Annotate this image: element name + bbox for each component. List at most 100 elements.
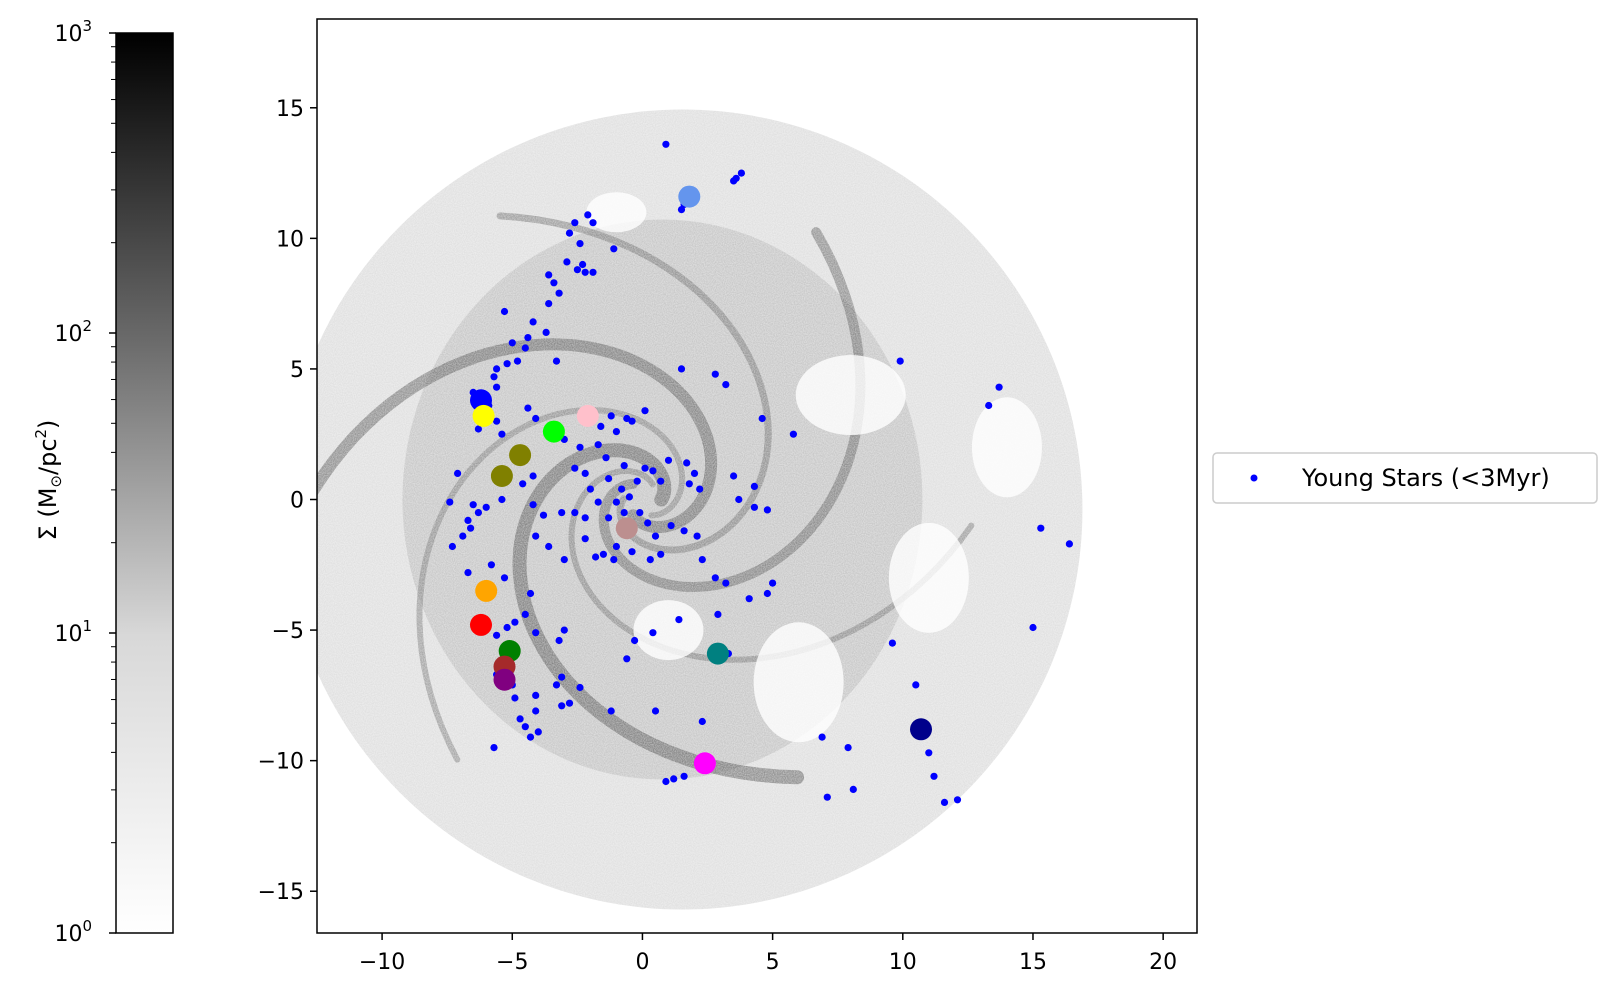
legend-label-young-stars: Young Stars (<3Myr) (1301, 464, 1550, 492)
young-star-point (680, 772, 688, 780)
young-star-point (940, 798, 949, 807)
legend: Young Stars (<3Myr) (1212, 452, 1598, 504)
young-star-point (550, 279, 558, 287)
young-star-point (641, 464, 649, 472)
young-star-point (677, 365, 686, 373)
young-star-point (571, 464, 579, 472)
young-star-point (498, 430, 506, 438)
young-star-point (454, 469, 462, 477)
colorbar-tick-label: 100 (54, 917, 92, 947)
young-star-point (545, 300, 553, 308)
young-star-point (1037, 524, 1045, 532)
cluster-marker (493, 668, 516, 691)
young-star-point (594, 441, 602, 449)
young-star-point (576, 443, 584, 451)
young-star-point (576, 683, 584, 692)
young-star-point (818, 733, 826, 741)
young-star-point (623, 655, 631, 663)
young-star-point (532, 707, 540, 715)
young-star-point (464, 569, 472, 577)
young-star-point (526, 589, 535, 598)
young-star-point (612, 498, 621, 506)
young-star-point (459, 532, 467, 540)
young-star-point (633, 477, 641, 485)
young-star-point (620, 508, 628, 517)
young-star-point (670, 775, 678, 783)
young-star-point (545, 542, 553, 551)
young-star-point (618, 485, 626, 493)
young-star-point (500, 574, 509, 582)
young-star-point (625, 493, 634, 501)
young-star-point (722, 579, 730, 587)
young-star-point (594, 498, 602, 506)
young-star-point (610, 245, 618, 253)
young-star-point (552, 681, 561, 689)
young-star-point (571, 219, 579, 227)
young-star-point (685, 480, 693, 488)
young-star-point (584, 211, 592, 219)
x-axis: −10 −5 0 5 10 15 20 (359, 933, 1177, 975)
young-star-point (620, 462, 628, 470)
x-tick-label: 10 (889, 950, 917, 975)
young-star-point (552, 357, 561, 365)
young-star-point (586, 485, 595, 493)
young-star-point (539, 511, 548, 519)
young-star-point (532, 414, 540, 423)
young-star-point (474, 508, 482, 517)
young-star-point (493, 365, 501, 373)
young-star-point (737, 169, 746, 177)
young-star-point (612, 542, 621, 551)
young-star-point (482, 503, 490, 511)
young-star-point (581, 514, 589, 522)
young-star-point (571, 508, 579, 517)
young-star-point (607, 707, 615, 715)
x-tick-label: 5 (766, 950, 780, 975)
young-star-point (581, 535, 589, 543)
y-tick-label: −10 (258, 750, 304, 775)
plot-area: −10 −5 0 5 10 15 20 −15 −10 −5 0 5 10 15 (258, 18, 1198, 975)
cluster-marker (509, 444, 532, 467)
young-star-point (657, 550, 665, 558)
young-star-point (560, 626, 568, 634)
young-star-point (646, 556, 654, 564)
young-star-point (464, 516, 472, 525)
young-star-point (711, 370, 719, 378)
young-star-point (722, 381, 730, 389)
young-star-point (511, 694, 519, 702)
young-star-point (581, 268, 589, 276)
young-star-point (508, 339, 516, 347)
young-star-point (789, 430, 798, 438)
young-star-point (565, 229, 574, 237)
young-star-point (698, 556, 706, 564)
young-star-point (714, 610, 722, 619)
young-star-point (769, 579, 777, 587)
young-star-point (521, 344, 529, 352)
young-star-point (558, 673, 566, 681)
young-star-point (930, 772, 938, 780)
young-star-point (711, 574, 719, 582)
young-star-point (649, 629, 657, 637)
y-tick-label: −15 (258, 880, 304, 905)
colorbar-label: Σ (M⊙/pc2) (32, 420, 65, 541)
young-star-point (529, 472, 537, 480)
young-star-point (667, 522, 675, 530)
young-star-point (750, 482, 759, 490)
young-star-point (493, 631, 501, 639)
young-star-point (599, 550, 608, 558)
young-star-point (516, 715, 524, 723)
young-star-point (735, 495, 743, 504)
y-tick-label: 15 (276, 97, 304, 122)
young-star-point (649, 467, 657, 475)
colorbar-tick-label: 103 (54, 17, 92, 47)
young-star-point (763, 589, 772, 598)
young-star-point (534, 728, 542, 736)
x-tick-label: −10 (359, 950, 405, 975)
young-star-point (521, 610, 529, 619)
young-star-point (657, 477, 665, 485)
x-tick-label: 20 (1149, 950, 1177, 975)
x-tick-label: −5 (496, 950, 528, 975)
young-star-point (503, 623, 511, 632)
young-star-point (644, 519, 652, 527)
young-star-point (680, 527, 688, 535)
cluster-marker (472, 404, 495, 427)
